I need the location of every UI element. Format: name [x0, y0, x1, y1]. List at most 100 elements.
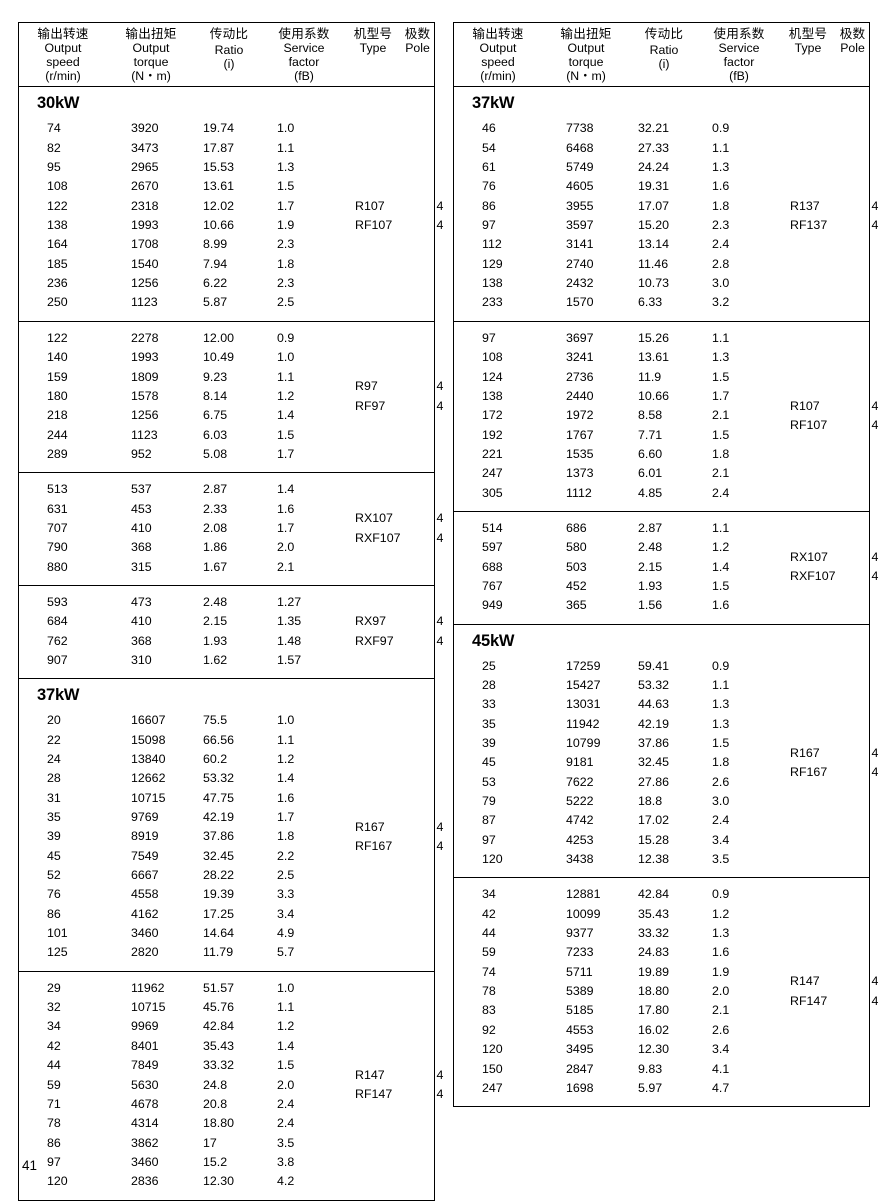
ratio-cell: 45.76: [203, 1000, 235, 1015]
ratio-cell: 13.61: [638, 350, 670, 365]
pole-value: 4: [871, 218, 879, 233]
service-factor-cell: 1.4: [277, 408, 295, 423]
service-factor-cell: 1.5: [277, 427, 295, 442]
type-name: RXF107: [355, 529, 425, 548]
speed-cell: 42: [482, 906, 496, 921]
ratio-cell: 15.28: [638, 832, 670, 847]
pole-value: 4: [871, 398, 879, 413]
speed-cell: 34: [47, 1019, 61, 1034]
speed-cell: 305: [482, 485, 503, 500]
speed-cell: 138: [47, 218, 68, 233]
power-rating-label: 37kW: [37, 686, 80, 705]
type-size: 167: [806, 765, 828, 780]
ratio-cell: 10.73: [638, 276, 670, 291]
torque-cell: 3697: [566, 330, 594, 345]
header-en-label: Ratio: [214, 43, 244, 58]
speed-cell: 79: [482, 794, 496, 809]
ratio-cell: 18.80: [203, 1116, 235, 1131]
ratio-cell: 8.58: [638, 408, 663, 423]
torque-cell: 2670: [131, 179, 159, 194]
type-row: RF167 4: [355, 837, 455, 856]
torque-cell: 3955: [566, 198, 594, 213]
service-factor-cell: 1.8: [277, 256, 295, 271]
ratio-cell: 10.49: [203, 350, 235, 365]
torque-cell: 686: [566, 520, 587, 535]
torque-cell: 410: [131, 520, 152, 535]
pole-value: 4: [871, 993, 879, 1008]
type-name: RF107: [355, 216, 425, 235]
type-prefix: R: [790, 398, 799, 413]
header-en-label: Service: [718, 41, 760, 56]
speed-cell: 24: [47, 752, 61, 767]
service-factor-cell: 1.8: [277, 829, 295, 844]
header-cn-label: 输出扭矩: [125, 26, 177, 41]
speed-cell: 125: [47, 945, 68, 960]
type-prefix: R: [355, 198, 364, 213]
ratio-cell: 15.2: [203, 1154, 228, 1169]
torque-cell: 5222: [566, 794, 594, 809]
ratio-cell: 1.62: [203, 652, 228, 667]
speed-cell: 880: [47, 559, 68, 574]
header-cn-label: 机型号: [788, 26, 828, 41]
speed-cell: 54: [482, 140, 496, 155]
speed-cell: 247: [482, 466, 503, 481]
ratio-cell: 7.71: [638, 427, 663, 442]
speed-cell: 124: [482, 369, 503, 384]
ratio-cell: 27.33: [638, 140, 670, 155]
ratio-cell: 2.15: [638, 559, 663, 574]
service-factor-cell: 1.4: [277, 771, 295, 786]
service-factor-cell: 2.4: [712, 485, 730, 500]
service-factor-cell: 1.3: [712, 716, 730, 731]
power-rating-label: 37kW: [472, 94, 515, 113]
ratio-cell: 10.66: [203, 218, 235, 233]
torque-cell: 5711: [566, 964, 593, 979]
service-factor-cell: 1.9: [712, 964, 730, 979]
type-size: 167: [798, 745, 820, 760]
speed-cell: 180: [47, 388, 68, 403]
data-columns: 97 108 124 138 172 192 221 247 305 3697 3241 2736 24…: [454, 329, 780, 503]
torque-cell: 2736: [566, 369, 594, 384]
torque-cell: 4253: [566, 832, 594, 847]
type-size: 167: [363, 819, 385, 834]
speed-cell: 59: [47, 1077, 61, 1092]
speed-cell: 31: [47, 790, 61, 805]
torque-cell: 1535: [566, 446, 594, 461]
ratio-cell: 6.01: [638, 466, 663, 481]
ratio-cell: 24.8: [203, 1077, 228, 1092]
type-prefix: RF: [790, 218, 807, 233]
header-en-label-2: torque: [133, 54, 169, 69]
ratio-cell: 42.84: [638, 887, 670, 902]
torque-cell: 452: [566, 578, 587, 593]
ratio-cell: 2.87: [203, 482, 228, 497]
type-inner: RX107 4 RXF107 4: [790, 548, 888, 587]
speed-cell: 790: [47, 540, 68, 555]
type-name: R97: [355, 377, 425, 396]
torque-cell: 537: [131, 482, 152, 497]
data-block: 25 28 33 35 39 45 53 79 87 97 120 17259 15427 13031 11…: [454, 655, 878, 879]
data-block: 46 54 61 76 86 97 112 129 138 233 7738 6468 5749 4605…: [454, 117, 878, 322]
torque-cell: 4678: [131, 1096, 159, 1111]
speed-cell: 120: [482, 852, 503, 867]
speed-cell: 46: [482, 121, 496, 136]
type-name: R167: [355, 818, 425, 837]
service-factor-cell: 1.5: [712, 427, 730, 442]
speed-cell: 150: [482, 1061, 503, 1076]
type-name: RXF97: [355, 632, 425, 651]
torque-cell: 5389: [566, 984, 594, 999]
column-ratio: 2.87 2.33 2.08 1.86 1.67: [195, 480, 263, 577]
service-factor-cell: 1.1: [712, 677, 730, 692]
ratio-cell: 14.64: [203, 926, 235, 941]
column-sf: 0.9 1.1 1.3 1.6 1.8 2.3 2.4 2.8 3.0 3.2: [698, 119, 780, 312]
torque-cell: 2740: [566, 256, 594, 271]
type-name: RF167: [790, 763, 860, 782]
speed-cell: 59: [482, 945, 496, 960]
service-factor-cell: 2.2: [277, 848, 295, 863]
service-factor-cell: 1.1: [712, 520, 730, 535]
header-row: 输出转速 Output speed (r/min) 输出扭矩 Output torque (N…: [454, 26, 869, 83]
type-prefix: RX: [355, 511, 373, 526]
type-name: RF147: [355, 1085, 425, 1104]
service-factor-cell: 2.4: [712, 237, 730, 252]
torque-cell: 1698: [566, 1080, 594, 1095]
speed-cell: 101: [47, 926, 68, 941]
torque-cell: 503: [566, 559, 587, 574]
